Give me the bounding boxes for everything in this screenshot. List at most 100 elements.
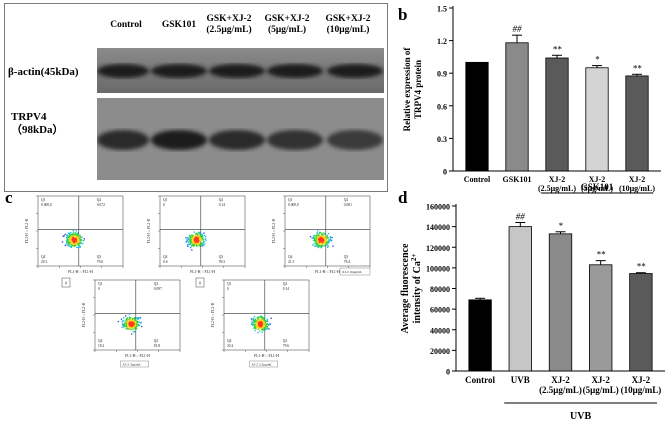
sample-tag-top: XJ-2 10μg/mL — [342, 270, 362, 274]
quadrant-label: 0 — [98, 287, 100, 291]
quadrant-label: Q1 — [163, 198, 168, 202]
sample-tag-box — [120, 360, 149, 368]
quadrant-label: 0.097 — [154, 287, 162, 291]
quadrant-label: Q2 — [97, 198, 102, 202]
flow-dots — [185, 231, 207, 251]
quadrant-label: 18.2 — [98, 344, 104, 348]
y-tick-label: 160000 — [426, 203, 450, 212]
category-label-4: XJ-2 (10μg/mL) — [619, 175, 655, 193]
y-tick-label: 20000 — [430, 347, 450, 356]
small-marker-box — [195, 277, 205, 288]
category-label-0: Control — [465, 375, 495, 385]
quadrant-label: Q4 — [98, 339, 103, 343]
flow-dots — [61, 229, 85, 249]
quadrant-label: Q3 — [344, 255, 349, 259]
bar-4 — [625, 75, 649, 172]
quadrant-label: 0.000,0 — [288, 203, 299, 208]
bar-1 — [508, 226, 532, 372]
significance-mark-3: * — [595, 55, 600, 65]
quadrant-label: 0 — [163, 203, 165, 207]
flow-x-label: FL1-H :: FL1-H — [190, 270, 215, 274]
sample-tag-box — [249, 360, 278, 368]
blot-label-beta-actin: β-actin(45kDa) — [8, 66, 79, 78]
significance-mark-4: ** — [633, 63, 643, 73]
quadrant-label: Q3 — [154, 339, 159, 343]
y-tick-label: 60000 — [430, 306, 450, 315]
trpv4-band-1 — [97, 130, 149, 150]
quadrant-label: Q1 — [288, 198, 293, 202]
significance-mark-4: ** — [636, 262, 646, 272]
panel-label-b: b — [398, 5, 408, 24]
trpv4-band-3 — [209, 130, 265, 150]
flow-dots — [309, 230, 334, 249]
flow-y-label: FL2-H :: FL2-H — [272, 218, 276, 243]
sample-tag: XJ-2 2.5μg/mL — [252, 363, 273, 367]
quadrant-label: Q4 — [227, 339, 232, 343]
y-tick-label: 120000 — [426, 244, 450, 253]
lane-label-gsk101: GSK101 — [161, 20, 197, 30]
quadrant-label: 79.6 — [283, 344, 289, 348]
y-axis-label-text: Relative expression ofTRPV4 protein — [402, 47, 423, 132]
y-tick-label: 1.2 — [437, 37, 447, 46]
quadrant-label: Q4 — [41, 255, 46, 259]
quadrant-label: Q2 — [344, 198, 349, 202]
bar-0 — [465, 61, 489, 172]
category-label-1: GSK101 — [503, 175, 532, 184]
bar-4 — [629, 273, 653, 372]
quadrant-label: Q2 — [283, 282, 288, 286]
y-tick-label: 0 — [446, 368, 450, 377]
flow-plot-frame — [223, 279, 310, 351]
category-label-2: XJ-2 (2.5μg/mL) — [539, 375, 582, 395]
bar-1 — [505, 42, 529, 172]
flow-dots — [117, 313, 143, 335]
category-label-3: XJ-2 (5μg/mL) — [583, 375, 619, 395]
small-marker-text: 0 — [65, 281, 67, 286]
lane-label-gsk-xj2-2-5: GSK+XJ-2 (2.5μg/mL) — [206, 14, 252, 35]
quadrant-label: 0.14 — [219, 203, 225, 207]
quadrant-label: 79.6 — [97, 260, 103, 264]
significance-mark-2: * — [558, 221, 563, 231]
category-label-4: XJ-2 (10μg/mL) — [621, 375, 662, 395]
y-tick-label: 80000 — [430, 285, 450, 294]
flow-y-label: FL2-H :: FL2-H — [147, 218, 151, 243]
chart-d: 0 20000 40000 60000 80000 100000 120000 140000 1… — [400, 203, 665, 422]
quadrant-label: Q1 — [41, 198, 46, 202]
beta-actin-band-4 — [267, 64, 323, 78]
small-marker-box — [61, 277, 71, 288]
flow-y-label: FL2-H :: FL2-H — [25, 218, 29, 243]
quadrant-label: Q1 — [98, 282, 103, 286]
y-axis-label-text: Average fluorescenceintensity of Ca2+ — [400, 243, 423, 333]
y-axis-label: Relative expression ofTRPV4 protein — [402, 47, 423, 132]
flow-dots — [250, 315, 272, 334]
quadrant-label: 0 — [227, 287, 229, 291]
significance-mark-1: ## — [516, 212, 526, 222]
bar-3 — [589, 264, 613, 372]
y-tick-label: 1.5 — [437, 5, 447, 14]
quadrant-label: 20.3 — [41, 260, 47, 264]
quadrant-label: 20.2 — [227, 344, 233, 348]
lane-label-control: Control — [110, 20, 142, 30]
flow-x-label: FL1-H :: FL1-H — [315, 270, 340, 274]
quadrant-label: 0.000,0 — [41, 203, 52, 208]
bar-2 — [548, 233, 573, 372]
significance-mark-3: ** — [596, 250, 606, 260]
trpv4-band-5 — [327, 130, 383, 150]
quadrant-label: Q2 — [219, 198, 224, 202]
flow-y-label: FL2-H :: FL2-H — [82, 302, 86, 327]
quadrant-label: 21.5 — [288, 260, 294, 264]
category-label-1: UVB — [511, 375, 530, 385]
bar-2 — [545, 57, 569, 172]
quadrant-label: 0.6 — [163, 260, 168, 264]
panel-label-d: d — [398, 188, 408, 207]
trpv4-band-4 — [267, 130, 323, 150]
western-blot-panel: Control GSK101 GSK+XJ-2 (2.5μg/mL) GSK+X… — [4, 3, 388, 192]
quadrant-label: Q4 — [288, 255, 293, 259]
flow-plot-frame — [94, 279, 181, 351]
quadrant-label: Q4 — [163, 255, 168, 259]
sample-tag: XJ-2 5μg/mL — [123, 363, 141, 367]
bar-3 — [585, 67, 609, 172]
y-tick-label: 40000 — [430, 326, 450, 335]
quadrant-label: Q3 — [97, 255, 102, 259]
